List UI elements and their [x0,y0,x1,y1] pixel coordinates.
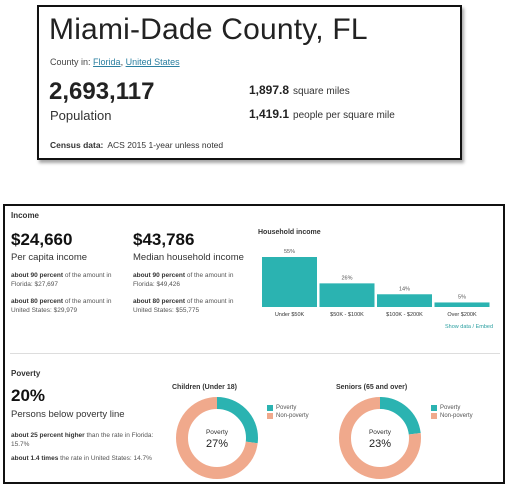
per-capita-income-label: Per capita income [11,252,88,263]
census-label: Census data: [50,140,104,150]
income-category-label: $100K - $200K [386,312,423,318]
poverty-rate-value: 20% [11,386,46,405]
seniors-legend-non-poverty-label: Non-poverty [440,413,473,419]
income-bar [262,257,317,307]
per-capita-us-rest: of the amount in United States: $29,979 [11,298,112,314]
median-florida-strong: about 90 percent [133,272,186,279]
area-value: 1,897.8 [249,83,290,97]
donut-center-value: 23% [369,438,391,450]
census-value: ACS 2015 1-year unless noted [107,140,224,150]
seniors-chart-title: Seniors (65 and over) [336,384,408,391]
non-poverty-swatch [267,413,273,419]
income-bar-value-label: 5% [458,294,466,300]
profile-header-card: Miami-Dade County, FL County in: Florida… [37,5,462,160]
children-legend-poverty: Poverty [267,405,296,411]
income-bar [377,294,432,307]
income-bar [319,283,375,307]
children-chart-title: Children (Under 18) [172,384,237,391]
show-data-embed-link[interactable]: Show data / Embed [445,324,494,330]
income-category-label: $50K - $100K [330,312,364,318]
census-note: Census data: ACS 2015 1-year unless noted [50,140,223,150]
per-capita-us-comparison: about 80 percent of the amount in United… [11,297,123,315]
donut-slice-non-poverty [176,397,258,479]
density-label: people per square mile [293,110,395,121]
poverty-rate-label: Persons below poverty line [11,409,125,420]
per-capita-florida-comparison: about 90 percent of the amount in Florid… [11,271,123,289]
median-us-strong: about 80 percent [133,298,186,305]
state-link[interactable]: Florida [93,57,121,67]
household-income-chart-title: Household income [258,229,321,236]
poverty-swatch [267,405,273,411]
children-legend-poverty-label: Poverty [276,405,297,411]
poverty-us-rest: the rate in United States: 14.7% [60,455,152,462]
seniors-legend-poverty: Poverty [431,405,460,411]
economics-card: Income $24,660 Per capita income about 9… [3,204,505,484]
population-value: 2,693,117 [49,78,155,105]
household-income-chart: 55% Under $50K 26% $50K - $100K 14% $100K - $… [262,249,490,318]
children-legend-non-poverty: Non-poverty [267,413,309,419]
median-florida-comparison: about 90 percent of the amount in Florid… [133,271,245,289]
seniors-poverty-donut: Poverty 23% [339,397,421,479]
density-stat: 1,419.1 people per square mile [249,107,395,121]
country-link[interactable]: United States [125,57,180,67]
poverty-florida-comparison: about 25 percent higher than the rate in… [11,431,161,449]
area-stat: 1,897.8 square miles [249,83,350,97]
children-legend-non-poverty-label: Non-poverty [276,413,309,419]
median-household-income-label: Median household income [133,252,244,263]
children-poverty-donut: Poverty 27% [176,397,258,479]
page-title: Miami-Dade County, FL [49,13,368,46]
poverty-us-strong: about 1.4 times [11,455,59,462]
income-category-label: Over $200K [447,312,477,318]
seniors-legend-poverty-label: Poverty [440,405,461,411]
poverty-us-comparison: about 1.4 times the rate in United State… [11,454,161,463]
median-household-income-value: $43,786 [133,230,195,249]
income-section-title: Income [11,211,40,220]
donut-center-label: Poverty [369,429,392,436]
per-capita-income-value: $24,660 [11,230,73,249]
county-in-line: County in: Florida, United States [50,57,180,67]
income-category-label: Under $50K [275,312,305,318]
seniors-legend-non-poverty: Non-poverty [431,413,473,419]
population-label: Population [50,108,112,123]
section-divider [10,353,500,354]
poverty-section-title: Poverty [11,369,41,378]
income-bar-value-label: 14% [399,286,410,292]
median-us-comparison: about 80 percent of the amount in United… [133,297,245,315]
non-poverty-swatch [431,413,437,419]
poverty-florida-strong: about 25 percent higher [11,432,85,439]
donut-center-label: Poverty [206,429,229,436]
donut-center-value: 27% [206,438,228,450]
income-bar-value-label: 26% [341,275,352,281]
density-value: 1,419.1 [249,107,290,121]
income-bar [434,302,490,307]
poverty-florida-rest: than the rate in Florida: 15.7% [11,432,154,448]
area-label: square miles [293,86,350,97]
poverty-swatch [431,405,437,411]
county-in-prefix: County in: [50,57,91,67]
donut-slice-non-poverty [339,397,421,479]
link-separator: , [120,57,124,67]
median-florida-rest: of the amount in Florida: $49,426 [133,272,234,288]
per-capita-florida-strong: about 90 percent [11,272,64,279]
income-bar-value-label: 55% [284,249,295,255]
per-capita-florida-rest: of the amount in Florida: $27,697 [11,272,112,288]
median-us-rest: of the amount in United States: $55,775 [133,298,234,314]
per-capita-us-strong: about 80 percent [11,298,64,305]
